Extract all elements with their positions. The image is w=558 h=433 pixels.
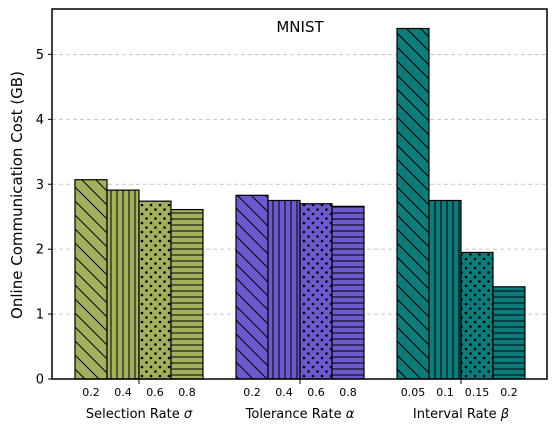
y-tick-label: 0 [36,373,44,388]
x-tick-label: 0.4 [114,386,132,399]
bar [428,199,462,380]
y-tick-label: 4 [36,113,44,128]
plot-frame [51,8,548,380]
x-tick-label: 0.1 [436,386,454,399]
axes: 0 1 2 3 4 5 0.2 0.4 0.6 0.8 Selection Rate σ 0.2 0.4… [36,8,548,422]
bar [170,208,204,380]
y-tick-label: 1 [36,308,44,323]
y-tick-label: 3 [36,178,44,193]
x-tick-label: 0.2 [82,386,100,399]
bars [74,27,526,380]
bar [138,200,172,380]
x-tick-label: 0.05 [401,386,426,399]
group-label: Interval Rate β [413,407,509,422]
x-tick-label: 0.6 [307,386,325,399]
x-tick-label: 0.8 [339,386,357,399]
group-label: Selection Rate σ [86,407,193,422]
x-tick-label: 0.8 [178,386,196,399]
bar [492,286,526,380]
bar [396,27,430,380]
x-tick-label: 0.2 [500,386,518,399]
bar [267,199,301,380]
group-label: Tolerance Rate α [245,407,355,422]
chart-title: MNIST [276,18,324,36]
x-tick-label: 0.15 [465,386,490,399]
bar [331,205,365,380]
x-tick-label: 0.2 [243,386,261,399]
y-tick-label: 2 [36,243,44,258]
x-tick-label: 0.4 [275,386,293,399]
x-tick-label: 0.6 [146,386,164,399]
bar [74,179,108,380]
bar [460,251,494,380]
y-axis-label: Online Communication Cost (GB) [8,71,26,319]
bar [299,203,333,380]
y-tick-label: 5 [36,48,44,63]
bar [235,194,269,380]
bar [106,189,140,380]
